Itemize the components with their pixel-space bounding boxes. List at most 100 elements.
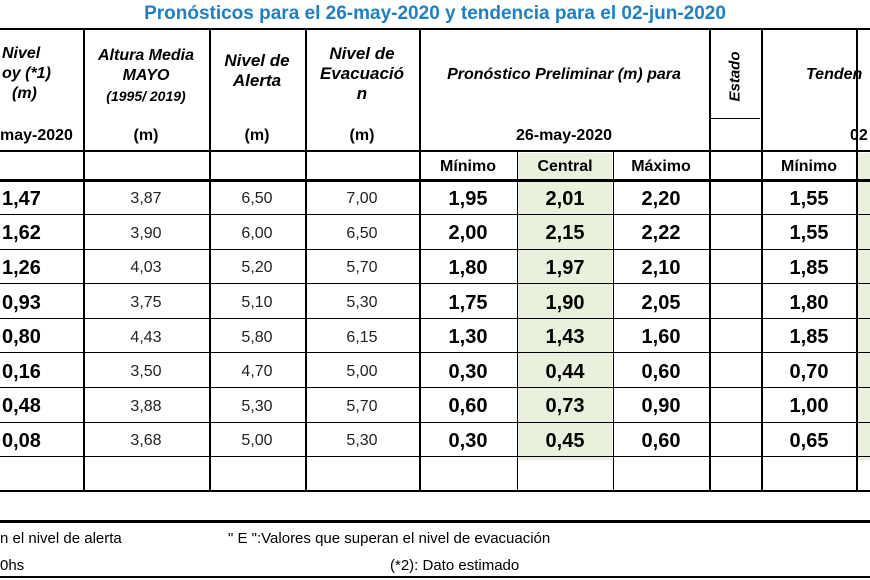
cell-min: 0,30 (448, 360, 488, 383)
cell-hoy: 0,08 (2, 429, 41, 452)
cell-alerta: 5,10 (241, 294, 273, 312)
cell-hoy: 0,48 (2, 395, 41, 418)
header-altura-media: Altura Media MAYO (1995/ 2019) (97, 47, 194, 104)
grid-line (761, 28, 763, 492)
cell-central: 1,43 (545, 326, 585, 349)
cell-tmin: 0,65 (789, 429, 829, 452)
cell-media: 3,68 (130, 432, 162, 450)
cell-alerta: 5,30 (241, 397, 273, 415)
grid-line (83, 28, 85, 492)
subheader-central: Central (537, 158, 593, 175)
cell-central: 2,15 (545, 222, 585, 245)
grid-line (305, 28, 307, 492)
header-evac-unit: (m) (349, 127, 375, 144)
cell-max: 0,60 (641, 360, 681, 383)
grid-line (0, 317, 870, 319)
cell-media: 3,90 (130, 224, 162, 242)
cell-media: 3,75 (130, 294, 162, 312)
header-nivel-alerta: Nivel de Alerta (224, 51, 290, 90)
central-column-bg (518, 182, 612, 460)
grid-line (710, 118, 760, 119)
cell-evac: 6,50 (346, 224, 378, 242)
header-alerta-unit: (m) (244, 127, 270, 144)
grid-line (209, 28, 211, 492)
cell-max: 0,90 (641, 395, 681, 418)
grid-line (0, 248, 870, 250)
grid-line (0, 421, 870, 423)
grid-line (0, 180, 870, 182)
cell-max: 2,22 (641, 222, 681, 245)
cell-central: 1,97 (545, 256, 585, 279)
cell-alerta: 6,00 (241, 224, 273, 242)
cell-min: 0,30 (448, 429, 488, 452)
grid-line (0, 150, 870, 152)
cell-evac: 5,00 (346, 363, 378, 381)
cell-min: 2,00 (448, 222, 488, 245)
note-alerta: n el nivel de alerta (0, 530, 122, 547)
cell-max: 0,60 (641, 429, 681, 452)
tendencia-central-bg (857, 153, 870, 180)
header-nivel-hoy-date: may-2020 (0, 127, 73, 144)
cell-alerta: 5,80 (241, 328, 273, 346)
grid-line (856, 28, 858, 492)
grid-line (0, 352, 870, 354)
grid-line (0, 214, 870, 215)
cell-media: 3,88 (130, 397, 162, 415)
grid-line (517, 152, 518, 492)
cell-tmin: 0,70 (789, 360, 829, 383)
cell-hoy: 1,26 (2, 256, 41, 279)
cell-evac: 6,15 (346, 328, 378, 346)
cell-max: 2,20 (641, 187, 681, 210)
grid-line (419, 28, 421, 492)
cell-tmin: 1,80 (789, 291, 829, 314)
cell-evac: 7,00 (346, 190, 378, 208)
cell-media: 4,03 (130, 259, 162, 277)
grid-line (613, 152, 614, 492)
cell-evac: 5,70 (346, 397, 378, 415)
grid-line (0, 283, 870, 285)
cell-max: 2,10 (641, 256, 681, 279)
header-nivel-evacuacion: Nivel de Evacuació n (319, 44, 405, 103)
grid-line (0, 179, 870, 181)
cell-tmin: 1,55 (789, 222, 829, 245)
cell-central: 0,44 (545, 360, 585, 383)
header-pronostico-date: 26-may-2020 (515, 127, 613, 144)
grid-line (0, 456, 870, 458)
cell-alerta: 5,00 (241, 432, 273, 450)
cell-tmin: 1,00 (789, 395, 829, 418)
cell-max: 1,60 (641, 326, 681, 349)
note-hora: 0hs (0, 557, 25, 574)
header-altura-unit: (m) (133, 127, 159, 144)
cell-media: 3,87 (130, 190, 162, 208)
cell-media: 3,50 (130, 363, 162, 381)
cell-tmin: 1,55 (789, 187, 829, 210)
cell-hoy: 1,47 (2, 187, 41, 210)
cell-evac: 5,70 (346, 259, 378, 277)
cell-media: 4,43 (130, 328, 162, 346)
cell-evac: 5,30 (346, 294, 378, 312)
cell-hoy: 0,93 (2, 291, 41, 314)
cell-max: 2,05 (641, 291, 681, 314)
grid-line (709, 28, 711, 492)
cell-hoy: 0,16 (2, 360, 41, 383)
grid-line (0, 520, 870, 523)
grid-line (0, 490, 870, 492)
cell-hoy: 0,80 (2, 326, 41, 349)
cell-evac: 5,30 (346, 432, 378, 450)
grid-line (0, 576, 870, 578)
header-nivel-hoy: Nivel oy (*1) (m) (2, 45, 51, 102)
grid-line (0, 387, 870, 388)
cell-tmin: 1,85 (789, 256, 829, 279)
cell-min: 1,75 (448, 291, 488, 314)
tendencia-central-bg (857, 182, 870, 460)
cell-alerta: 5,20 (241, 259, 273, 277)
cell-min: 1,95 (448, 187, 488, 210)
cell-alerta: 4,70 (241, 363, 273, 381)
cell-central: 0,73 (545, 395, 585, 418)
note-evacuacion: " E ":Valores que superan el nivel de ev… (228, 530, 551, 547)
cell-central: 2,01 (545, 187, 585, 210)
table-title: Pronósticos para el 26-may-2020 y tenden… (144, 3, 726, 24)
header-pronostico: Pronóstico Preliminar (m) para (447, 66, 681, 83)
cell-central: 1,90 (545, 291, 585, 314)
cell-min: 0,60 (448, 395, 488, 418)
